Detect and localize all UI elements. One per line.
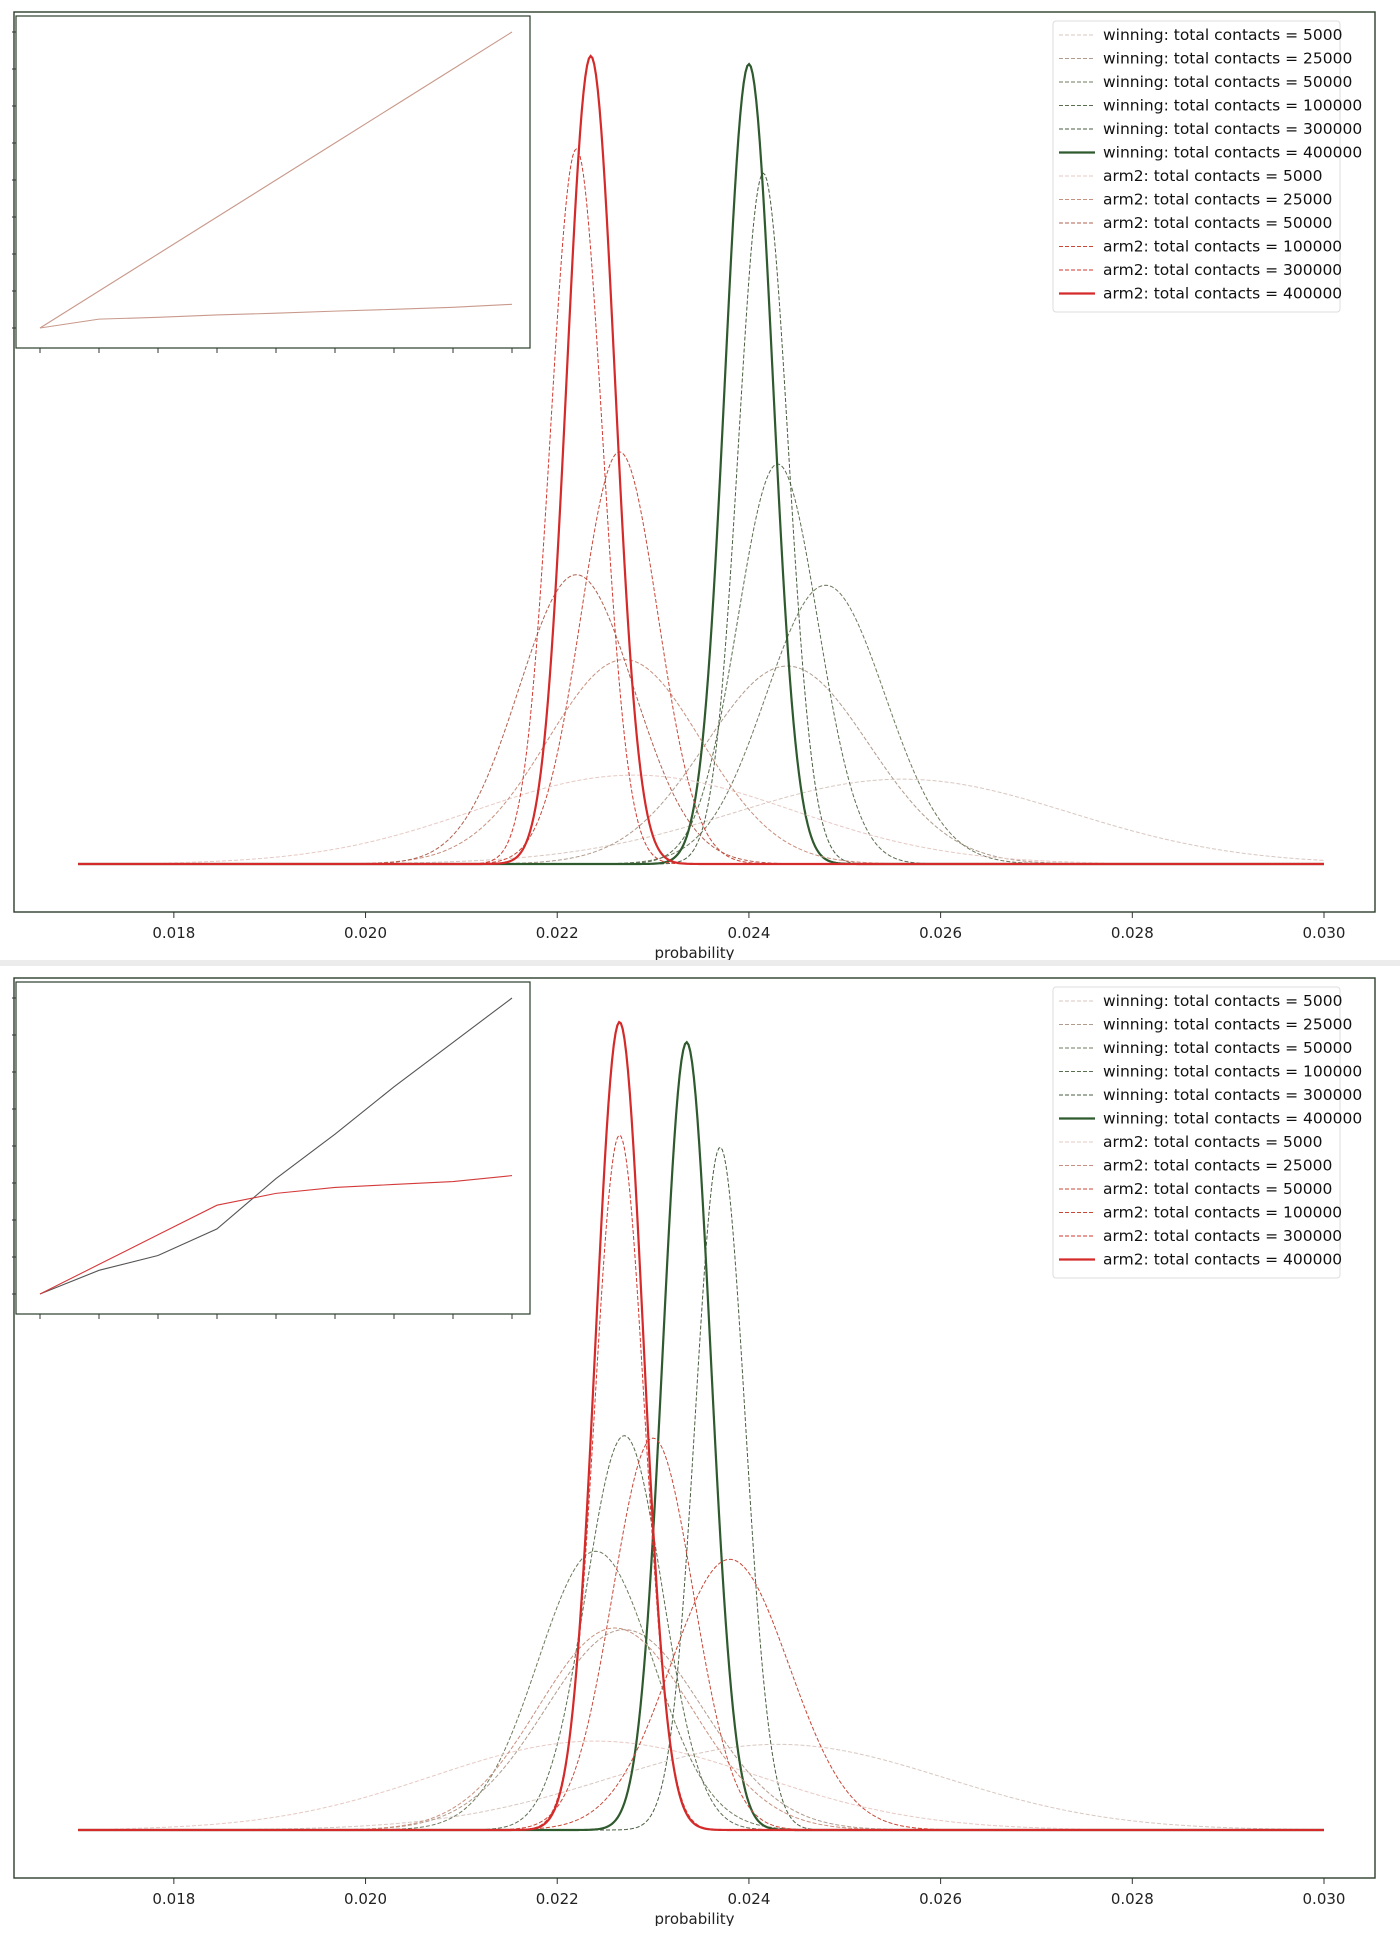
- inset-chart: [12, 981, 531, 1319]
- legend-entry: arm2: total contacts = 5000: [1103, 167, 1322, 185]
- density-chart-bottom: 0.018 0.020 0.022 0.024 0.026 0.028 0.030 proba…: [12, 977, 1376, 1928]
- density-chart-top: 0.018 0.020 0.022 0.024 0.026 0.028 0.030 proba…: [12, 11, 1376, 962]
- x-tick-label: 0.030: [1303, 1890, 1346, 1908]
- inset-frame: [15, 981, 531, 1315]
- legend-entry: arm2: total contacts = 50000: [1103, 214, 1332, 232]
- legend-entry: arm2: total contacts = 25000: [1103, 191, 1332, 209]
- legend-entry: arm2: total contacts = 300000: [1103, 261, 1342, 279]
- x-tick-label: 0.026: [919, 1890, 962, 1908]
- x-axis-label: probability: [654, 944, 734, 960]
- x-tick-label: 0.024: [727, 1890, 770, 1908]
- inset-line-2: [39, 1175, 513, 1295]
- legend-entry: winning: total contacts = 25000: [1103, 50, 1352, 68]
- legend-entry: winning: total contacts = 400000: [1103, 1110, 1362, 1128]
- x-tick-label: 0.020: [344, 924, 387, 942]
- legend-entry: winning: total contacts = 5000: [1103, 992, 1343, 1010]
- legend-entry: arm2: total contacts = 300000: [1103, 1227, 1342, 1245]
- density-curves: [77, 1020, 1325, 1832]
- series-line-winning-5000: [78, 1743, 1325, 1831]
- legend-entry: arm2: total contacts = 50000: [1103, 1180, 1332, 1198]
- series-line-arm2-5000: [77, 774, 1324, 865]
- x-tick-label: 0.022: [536, 924, 579, 942]
- legend-entry: arm2: total contacts = 100000: [1103, 1204, 1342, 1222]
- x-tick-label: 0.024: [727, 924, 770, 942]
- x-tick-label: 0.028: [1111, 924, 1154, 942]
- x-tick-label: 0.022: [536, 1890, 579, 1908]
- legend-entry: winning: total contacts = 100000: [1103, 1063, 1362, 1081]
- legend-entry: arm2: total contacts = 5000: [1103, 1133, 1322, 1151]
- series-line-arm2-400000: [78, 1020, 1324, 1832]
- inset-line-1: [39, 31, 513, 329]
- legend-entry: arm2: total contacts = 25000: [1103, 1157, 1332, 1175]
- x-tick-label: 0.020: [344, 1890, 387, 1908]
- inset-line-2: [39, 303, 513, 329]
- legend-entry: arm2: total contacts = 100000: [1103, 238, 1342, 256]
- inset-line-1: [39, 997, 513, 1295]
- x-tick-label: 0.026: [919, 924, 962, 942]
- series-line-arm2-400000: [78, 54, 1324, 866]
- panel-separator: [0, 960, 1400, 966]
- x-axis: 0.018 0.020 0.022 0.024 0.026 0.028 0.030: [152, 912, 1345, 942]
- x-axis-label: probability: [654, 1910, 734, 1926]
- legend-entry: arm2: total contacts = 400000: [1103, 285, 1342, 303]
- x-tick-label: 0.030: [1303, 924, 1346, 942]
- legend-entry: winning: total contacts = 25000: [1103, 1016, 1352, 1034]
- legend: winning: total contacts = 5000 winning: t…: [1052, 986, 1362, 1279]
- chart-panel-bottom: 0.018 0.020 0.022 0.024 0.026 0.028 0.030 proba…: [0, 966, 1400, 1928]
- legend-entry: winning: total contacts = 50000: [1103, 1039, 1352, 1057]
- legend-entry: winning: total contacts = 5000: [1103, 26, 1343, 44]
- legend-entry: winning: total contacts = 300000: [1103, 120, 1362, 138]
- legend-box: [1052, 20, 1341, 313]
- x-tick-label: 0.028: [1111, 1890, 1154, 1908]
- legend: winning: total contacts = 5000 winning: t…: [1052, 20, 1362, 313]
- legend-entry: arm2: total contacts = 400000: [1103, 1251, 1342, 1269]
- inset-chart: [12, 15, 531, 353]
- legend-box: [1052, 986, 1341, 1279]
- legend-entry: winning: total contacts = 100000: [1103, 97, 1362, 115]
- legend-entry: winning: total contacts = 400000: [1103, 144, 1362, 162]
- x-tick-label: 0.018: [152, 1890, 195, 1908]
- x-tick-label: 0.018: [152, 924, 195, 942]
- x-axis: 0.018 0.020 0.022 0.024 0.026 0.028 0.030: [152, 1878, 1345, 1908]
- density-curves: [77, 54, 1325, 866]
- legend-entry: winning: total contacts = 50000: [1103, 73, 1352, 91]
- chart-panel-top: 0.018 0.020 0.022 0.024 0.026 0.028 0.030 proba…: [0, 0, 1400, 962]
- legend-entry: winning: total contacts = 300000: [1103, 1086, 1362, 1104]
